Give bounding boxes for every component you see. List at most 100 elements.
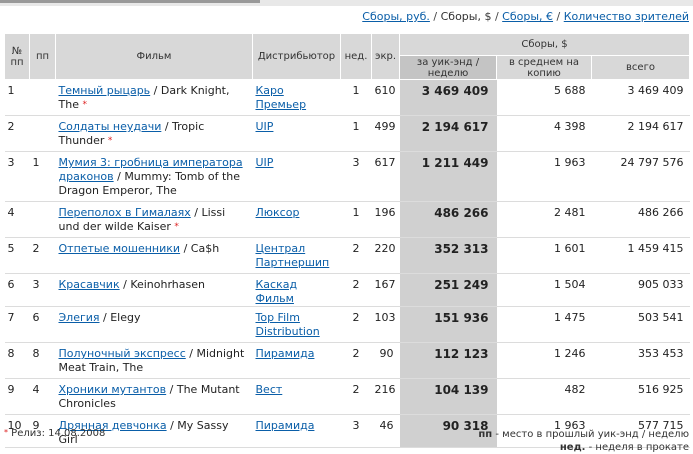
cell-weekend-gross: 104 139 xyxy=(399,378,497,415)
film-link[interactable]: Переполох в Гималаях xyxy=(58,206,191,219)
film-link[interactable]: Дрянная девчонка xyxy=(58,419,167,432)
distributor-link[interactable]: Люксор xyxy=(255,206,300,219)
cell-prev xyxy=(29,201,56,238)
cell-distributor: Люксор xyxy=(252,201,341,238)
cell-total-gross: 905 033 xyxy=(591,273,690,307)
header-screens: экр. xyxy=(371,33,400,80)
cell-total-gross: 353 453 xyxy=(591,342,690,379)
legend-weeks: нед. - неделя в прокате xyxy=(478,441,689,454)
cell-no: 7 xyxy=(4,306,30,343)
cell-screens: 167 xyxy=(371,273,400,307)
cell-screens: 216 xyxy=(371,378,400,415)
cell-avg-gross: 1 504 xyxy=(496,273,592,307)
cell-total-gross: 3 469 409 xyxy=(591,79,690,116)
release-text: Релиз: 14.08.2008 xyxy=(8,428,106,439)
release-marker: * xyxy=(82,100,87,110)
film-link[interactable]: Полуночный экспресс xyxy=(58,347,186,360)
film-link[interactable]: Отпетые мошенники xyxy=(58,242,181,255)
cell-no: 6 xyxy=(4,273,30,307)
film-link[interactable]: Темный рыцарь xyxy=(58,84,151,97)
cell-total-gross: 516 925 xyxy=(591,378,690,415)
distributor-link[interactable]: Top Film Distribution xyxy=(255,311,320,338)
film-title-sep: / xyxy=(190,206,202,219)
film-link[interactable]: Хроники мутантов xyxy=(58,383,167,396)
film-original-title: Elegy xyxy=(110,311,141,324)
header-total: всего xyxy=(591,55,690,80)
film-original-title: Tropic Thunder xyxy=(58,120,205,147)
cell-film: Переполох в Гималаях / Lissi und der wil… xyxy=(55,201,253,238)
cell-total-gross: 503 541 xyxy=(591,306,690,343)
header-weeks: нед. xyxy=(340,33,372,80)
distributor-link[interactable]: Каскад Фильм xyxy=(255,278,298,305)
cell-film: Темный рыцарь / Dark Knight, The * xyxy=(55,79,253,116)
cell-weekend-gross: 352 313 xyxy=(399,237,497,274)
table-row: 4 Переполох в Гималаях / Lissi und der wi… xyxy=(4,201,690,238)
cell-screens: 220 xyxy=(371,237,400,274)
cell-film: Хроники мутантов / The Mutant Chronicles xyxy=(55,378,253,415)
film-link[interactable]: Солдаты неудачи xyxy=(58,120,162,133)
table-row: 5 2 Отпетые мошенники / Ca$h Централ Партне… xyxy=(4,237,690,274)
cell-total-gross: 24 797 576 xyxy=(591,151,690,202)
cell-weekend-gross: 1 211 449 xyxy=(399,151,497,202)
film-link[interactable]: Мумия 3: гробница императора драконов xyxy=(58,156,243,183)
separator: / xyxy=(491,10,503,23)
cell-total-gross: 577 715 xyxy=(591,414,690,448)
link-gross-eur[interactable]: Сборы, € xyxy=(502,10,554,23)
cell-screens: 617 xyxy=(371,151,400,202)
cell-distributor: Каро Премьер xyxy=(252,79,341,116)
film-title-sep: / xyxy=(185,347,197,360)
cell-avg-gross: 1 963 xyxy=(496,414,592,448)
film-original-title: Midnight Meat Train, The xyxy=(58,347,245,374)
distributor-link[interactable]: UIP xyxy=(255,156,274,169)
cell-weeks: 2 xyxy=(340,237,372,274)
cell-no: 9 xyxy=(4,378,30,415)
cell-film: Солдаты неудачи / Tropic Thunder * xyxy=(55,115,253,152)
cell-prev: 6 xyxy=(29,306,56,343)
film-original-title: Mummy: Tomb of the Dragon Emperor, The xyxy=(58,170,241,197)
legend-pp-text: - место в прошлый уик-энд / неделю xyxy=(492,429,689,440)
film-title-sep: / xyxy=(99,311,111,324)
cell-avg-gross: 4 398 xyxy=(496,115,592,152)
link-viewers[interactable]: Количество зрителей xyxy=(563,10,689,23)
distributor-link[interactable]: Пирамида xyxy=(255,419,315,432)
distributor-link[interactable]: Пирамида xyxy=(255,347,315,360)
table-row: 7 6 Элегия / Elegy Top Film Distribution 2 10… xyxy=(4,306,690,343)
film-link[interactable]: Элегия xyxy=(58,311,100,324)
cell-avg-gross: 1 601 xyxy=(496,237,592,274)
cell-weekend-gross: 151 936 xyxy=(399,306,497,343)
cell-film: Мумия 3: гробница императора драконов / … xyxy=(55,151,253,202)
cell-prev: 1 xyxy=(29,151,56,202)
cell-prev: 3 xyxy=(29,273,56,307)
cell-distributor: Пирамида xyxy=(252,414,341,448)
cell-film: Элегия / Elegy xyxy=(55,306,253,343)
film-title-sep: / xyxy=(180,242,191,255)
cell-prev: 4 xyxy=(29,378,56,415)
distributor-link[interactable]: Централ Партнершип xyxy=(255,242,330,269)
distributor-link[interactable]: Вест xyxy=(255,383,283,396)
link-gross-rub[interactable]: Сборы, руб. xyxy=(362,10,430,23)
film-original-title: Lissi und der wilde Kaiser xyxy=(58,206,226,233)
distributor-link[interactable]: Каро Премьер xyxy=(255,84,307,111)
header-weekend: за уик-энд / неделю xyxy=(399,55,497,80)
table-row: 2 Солдаты неудачи / Tropic Thunder * UIP 1 4… xyxy=(4,115,690,152)
cell-weeks: 1 xyxy=(340,115,372,152)
cell-no: 5 xyxy=(4,237,30,274)
cell-screens: 610 xyxy=(371,79,400,116)
distributor-link[interactable]: UIP xyxy=(255,120,274,133)
cell-weekend-gross: 251 249 xyxy=(399,273,497,307)
film-original-title: The Mutant Chronicles xyxy=(58,383,240,410)
header-film: Фильм xyxy=(55,33,253,80)
cell-screens: 196 xyxy=(371,201,400,238)
film-link[interactable]: Красавчик xyxy=(58,278,120,291)
table-row: 10 9 Дрянная девчонка / My Sassy Girl Пирам… xyxy=(4,414,690,448)
film-title-sep: / xyxy=(166,383,177,396)
cell-distributor: Пирамида xyxy=(252,342,341,379)
cell-avg-gross: 1 963 xyxy=(496,151,592,202)
cell-total-gross: 486 266 xyxy=(591,201,690,238)
header-no: № пп xyxy=(4,33,30,80)
current-gross-usd: Сборы, $ xyxy=(440,10,492,23)
legend-weeks-text: - неделя в прокате xyxy=(585,442,689,453)
cell-weekend-gross: 90 318 xyxy=(399,414,497,448)
cell-avg-gross: 5 688 xyxy=(496,79,592,116)
